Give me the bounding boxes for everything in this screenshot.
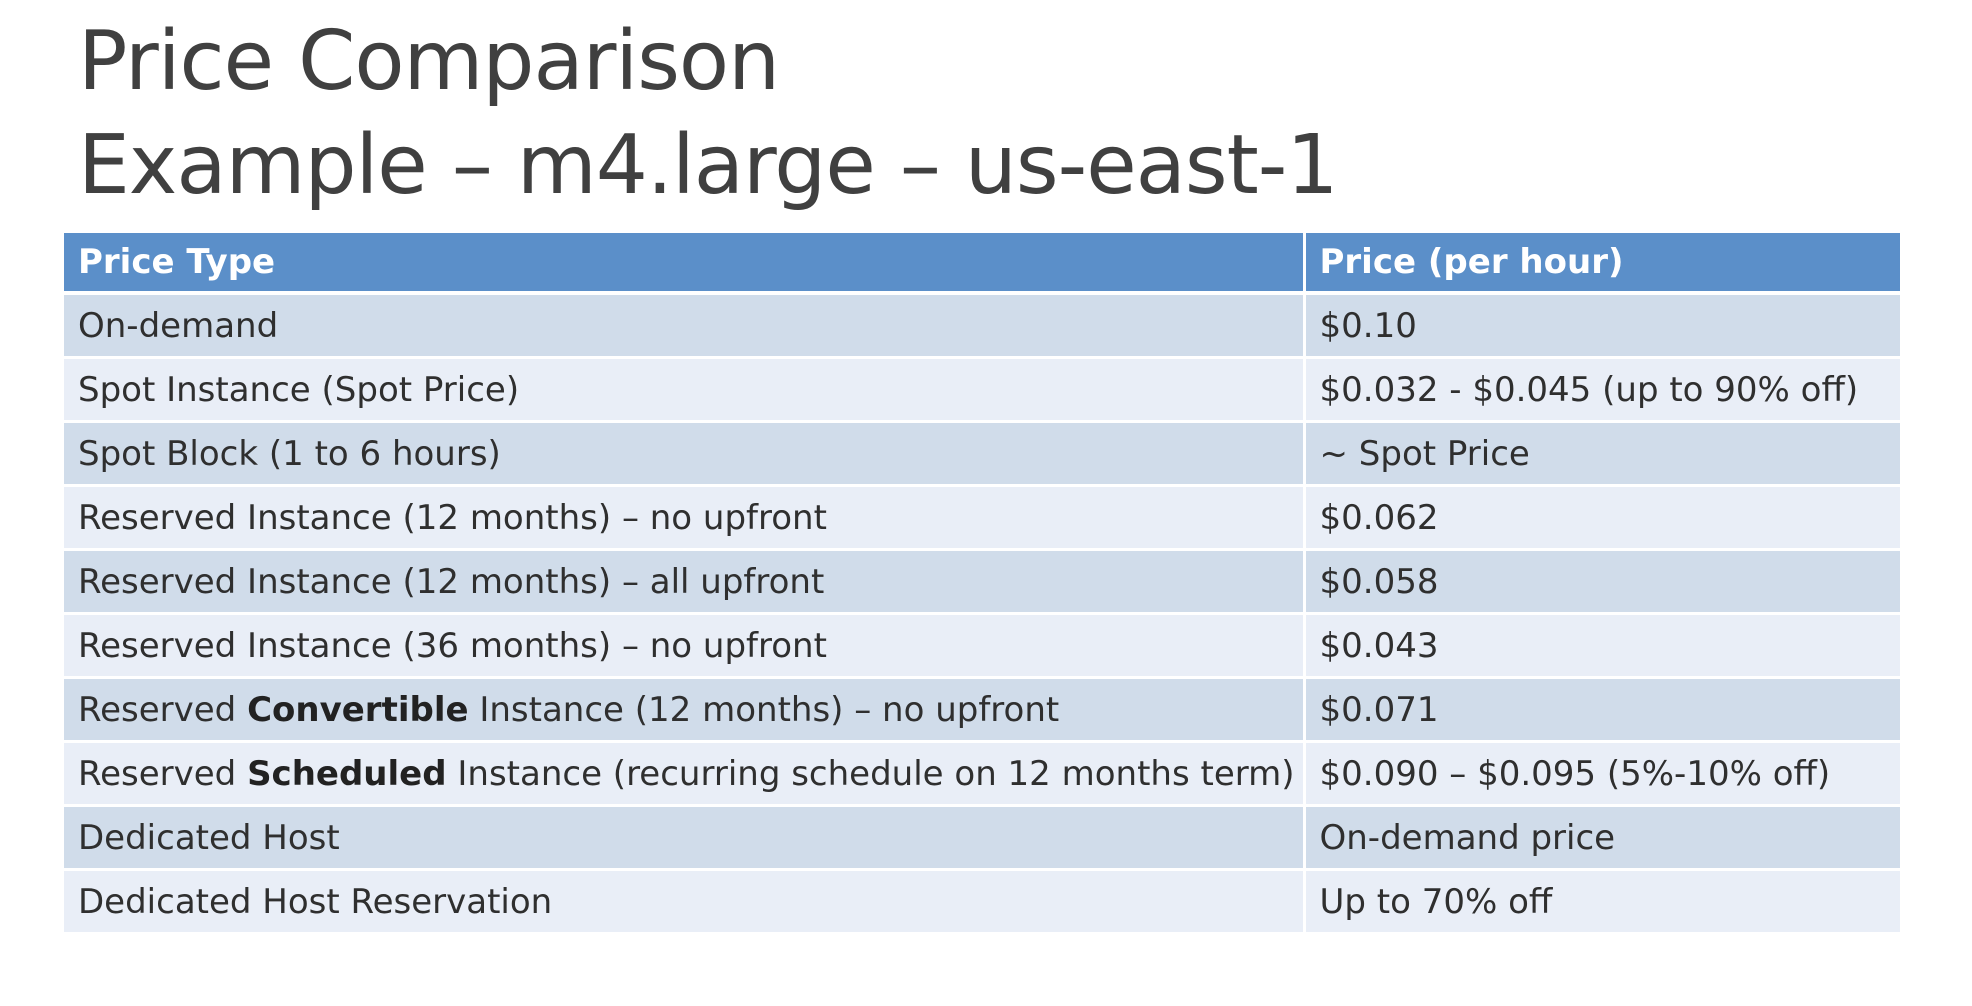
table-row: Reserved Instance (36 months) – no upfro… — [64, 613, 1900, 679]
price-type-suffix: Instance (12 months) – no upfront — [468, 689, 1060, 730]
slide-title-line-1: Price Comparison — [78, 14, 780, 109]
price-cell: $0.071 — [1304, 677, 1900, 743]
price-cell: $0.058 — [1304, 549, 1900, 615]
price-type-cell: Spot Instance (Spot Price) — [64, 357, 1306, 423]
price-cell: $0.043 — [1304, 613, 1900, 679]
table-row: Reserved Scheduled Instance (recurring s… — [64, 741, 1900, 807]
table-row: Reserved Convertible Instance (12 months… — [64, 677, 1900, 743]
price-cell: $0.032 - $0.045 (up to 90% off) — [1304, 357, 1900, 423]
table-row: Reserved Instance (12 months) – no upfro… — [64, 485, 1900, 551]
price-type-cell: Dedicated Host — [64, 805, 1306, 871]
price-cell: $0.090 – $0.095 (5%-10% off) — [1304, 741, 1900, 807]
header-price-type: Price Type — [64, 233, 1306, 295]
price-type-suffix: Instance (recurring schedule on 12 month… — [446, 753, 1295, 794]
price-type-prefix: Reserved — [78, 689, 248, 730]
table-row: Spot Instance (Spot Price) $0.032 - $0.0… — [64, 357, 1900, 423]
price-cell: ~ Spot Price — [1304, 421, 1900, 487]
table-row: Spot Block (1 to 6 hours) ~ Spot Price — [64, 421, 1900, 487]
price-type-cell: Reserved Instance (12 months) – no upfro… — [64, 485, 1306, 551]
price-cell: $0.062 — [1304, 485, 1900, 551]
price-type-cell: Reserved Scheduled Instance (recurring s… — [64, 741, 1306, 807]
price-cell: $0.10 — [1304, 293, 1900, 359]
slide-title: Price Comparison Example – m4.large – us… — [78, 10, 1339, 218]
header-price-per-hour: Price (per hour) — [1304, 233, 1900, 295]
price-cell: Up to 70% off — [1304, 869, 1900, 935]
price-type-emphasis: Convertible — [247, 689, 469, 730]
price-type-cell: Reserved Convertible Instance (12 months… — [64, 677, 1306, 743]
price-type-prefix: Reserved — [78, 753, 248, 794]
price-type-cell: Reserved Instance (12 months) – all upfr… — [64, 549, 1306, 615]
table-row: Dedicated Host Reservation Up to 70% off — [64, 869, 1900, 935]
price-comparison-table: Price Type Price (per hour) On-demand $0… — [64, 233, 1900, 935]
table-row: On-demand $0.10 — [64, 293, 1900, 359]
price-type-emphasis: Scheduled — [247, 753, 447, 794]
price-type-cell: On-demand — [64, 293, 1306, 359]
slide-title-line-2: Example – m4.large – us-east-1 — [78, 118, 1339, 213]
table-header-row: Price Type Price (per hour) — [64, 233, 1900, 295]
table-row: Reserved Instance (12 months) – all upfr… — [64, 549, 1900, 615]
price-type-cell: Reserved Instance (36 months) – no upfro… — [64, 613, 1306, 679]
price-cell: On-demand price — [1304, 805, 1900, 871]
table-row: Dedicated Host On-demand price — [64, 805, 1900, 871]
price-type-cell: Dedicated Host Reservation — [64, 869, 1306, 935]
price-type-cell: Spot Block (1 to 6 hours) — [64, 421, 1306, 487]
